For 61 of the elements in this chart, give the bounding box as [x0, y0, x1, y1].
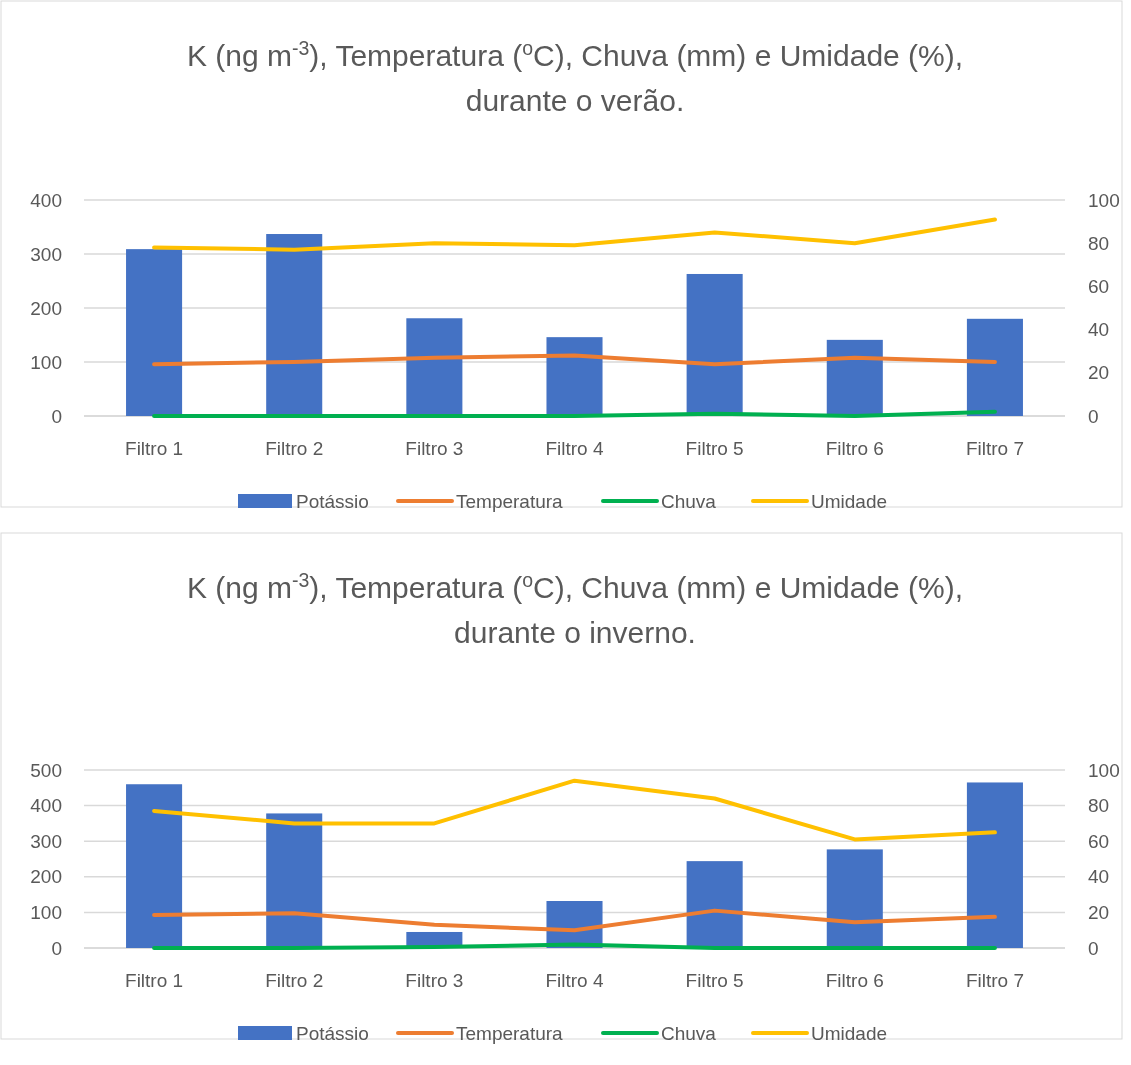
y2-tick-label: 20: [1088, 362, 1110, 384]
bar: [126, 249, 183, 416]
chart-title: K (ng m$^{-3}$), Temperatura ($^{o}$C), Chuva (mm) e Umidade (%), durante o inverno.: [186, 568, 964, 649]
x-tick-label: Filtro 7: [965, 437, 1024, 459]
y-tick-label: 0: [51, 405, 62, 427]
y-tick-label: 100: [30, 351, 62, 373]
y-tick-label: 0: [51, 937, 62, 959]
chart-title: K (ng m$^{-3}$), Temperatura ($^{o}$C), Chuva (mm) e Umidade (%), durante o verão.: [186, 36, 964, 117]
y-tick-label: 500: [30, 759, 62, 781]
bar: [686, 861, 743, 948]
line-series: [152, 217, 997, 252]
x-tick-label: Filtro 5: [685, 969, 744, 991]
y-tick-label: 300: [30, 243, 62, 265]
x-tick-label: Filtro 6: [825, 969, 884, 991]
legend-label: Chuva: [661, 1022, 717, 1044]
x-tick-label: Filtro 2: [265, 969, 324, 991]
bar: [126, 784, 183, 948]
y2-tick-label: 80: [1088, 795, 1110, 817]
line-series: [152, 908, 997, 933]
x-tick-label: Filtro 1: [125, 437, 184, 459]
y2-tick-label: 100: [1088, 189, 1120, 211]
x-tick-label: Filtro 4: [545, 969, 604, 991]
x-tick-label: Filtro 7: [965, 969, 1024, 991]
bar: [966, 782, 1023, 948]
x-tick-label: Filtro 3: [405, 437, 464, 459]
x-tick-label: Filtro 5: [685, 437, 744, 459]
bar: [546, 337, 603, 416]
y-tick-label: 200: [30, 297, 62, 319]
y-tick-label: 400: [30, 795, 62, 817]
x-tick-label: Filtro 4: [545, 437, 604, 459]
line-series: [152, 778, 997, 842]
y-tick-label: 300: [30, 830, 62, 852]
legend-label: Potássio: [296, 1022, 369, 1044]
y2-tick-label: 0: [1088, 937, 1099, 959]
legend-label: Chuva: [661, 490, 717, 512]
y2-tick-label: 40: [1088, 866, 1110, 888]
legend-label: Potássio: [296, 490, 369, 512]
y2-tick-label: 80: [1088, 232, 1110, 254]
x-tick-label: Filtro 2: [265, 437, 324, 459]
legend-label: Umidade: [811, 1022, 888, 1044]
y2-tick-label: 60: [1088, 276, 1110, 298]
legend-label: Temperatura: [456, 490, 564, 512]
line-series: [152, 353, 997, 367]
y2-tick-label: 0: [1088, 405, 1099, 427]
bar: [966, 318, 1023, 416]
y-tick-label: 200: [30, 866, 62, 888]
y2-tick-label: 60: [1088, 830, 1110, 852]
bar: [266, 234, 323, 416]
bar: [266, 813, 323, 948]
x-tick-label: Filtro 3: [405, 969, 464, 991]
y-tick-label: 100: [30, 902, 62, 924]
y-tick-label: 400: [30, 189, 62, 211]
bar: [826, 849, 883, 948]
x-tick-label: Filtro 6: [825, 437, 884, 459]
legend-label: Umidade: [811, 490, 888, 512]
x-tick-label: Filtro 1: [125, 969, 184, 991]
y2-tick-label: 20: [1088, 902, 1110, 924]
legend-label: Temperatura: [456, 1022, 564, 1044]
y2-tick-label: 40: [1088, 319, 1110, 341]
y2-tick-label: 100: [1088, 759, 1120, 781]
bar: [406, 318, 463, 416]
